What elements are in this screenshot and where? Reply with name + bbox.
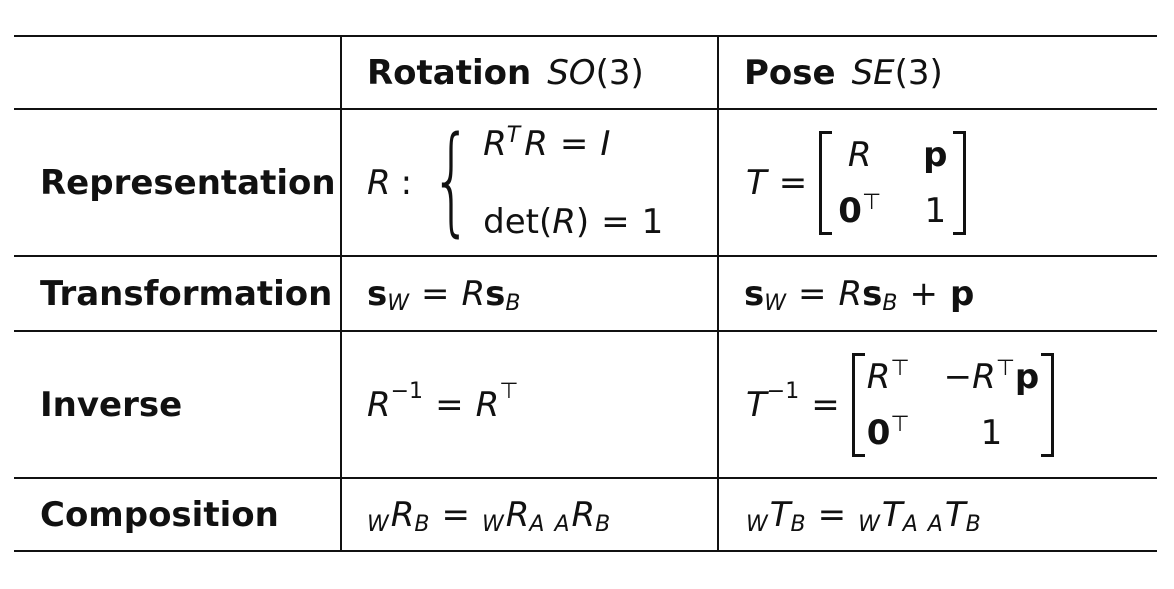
header-rotation-arg: (3) [595,52,644,93]
comp-pose-m3: T [944,494,966,535]
rep-rot-case1-eq: = [559,123,589,164]
comp-rot-eq: = [441,494,470,535]
rep-rot-case1-sup: T [506,122,521,148]
comp-pose-m2: T [881,494,903,535]
rep-rot-cases: RT R = I det(R) = 1 [483,122,663,242]
left-brace-icon: { [430,109,473,248]
comp-rot-m3: R [571,494,596,535]
comp-pose-sub1: B [790,512,806,537]
inverse-pose-formula: T −1 = R⊤ −R⊤p 0⊤ 1 [746,332,1055,477]
tr-pose-s2: s [862,273,883,314]
rep-matrix-one: 1 [924,190,947,231]
rep-rot-case2-a: det( [483,201,553,242]
rep-rot-case-2: det(R) = 1 [483,202,663,242]
rep-rot-case2-b: R [552,201,576,242]
header-pose: Pose SE (3) [744,37,943,108]
table-bottom-rule [14,550,1157,552]
rep-rot-case2-d: 1 [641,201,664,242]
comp-rot-pre3: A [554,512,570,537]
rep-rot-case1-c: I [600,123,611,164]
inv-matrix-zero: 0⊤ [866,411,910,453]
comp-rot-m1: R [390,494,415,535]
tr-pose-plus: + [909,273,938,314]
comp-pose-sub2: A [902,512,918,537]
inv-pose-sup: −1 [766,379,800,404]
rep-matrix-p: p [923,134,948,175]
tr-rot-s: s [367,273,388,314]
comp-pose-pre3: A [927,512,943,537]
header-pose-group: SE [851,52,895,93]
comp-pose-pre1: W [746,512,768,537]
rep-rot-colon: : [400,162,413,203]
tr-pose-p: p [949,273,975,314]
row-label-composition: Composition [40,494,279,535]
comp-rot-sub2: A [529,512,545,537]
comp-rot-sub1: B [414,512,430,537]
rep-rot-case1-a: R [483,123,507,164]
tr-pose-eq: = [798,273,827,314]
tr-rot-s2: s [485,273,506,314]
tr-rot-r: R [461,273,486,314]
rep-rot-case1-b: R [524,123,548,164]
inv-pose-t: T [746,384,767,425]
rep-pose-matrix: R p 0⊤ 1 [819,130,967,235]
rep-pose-eq: = [778,162,808,203]
inv-pose-eq: = [811,384,840,425]
rep-rot-case2-c: ) [575,201,590,242]
column-rule-2 [717,35,719,552]
comp-pose-m1: T [769,494,791,535]
comp-rot-pre2: W [481,512,504,537]
row-label-transformation: Transformation [40,273,333,314]
tr-pose-s-sub: W [764,291,787,316]
comp-pose-eq: = [817,494,847,535]
rep-rot-case2-eq: = [601,201,630,242]
inv-rot-r: R [367,384,391,425]
rep-matrix-r: R [847,134,872,175]
header-rule [14,108,1157,110]
header-rotation: Rotation SO (3) [367,37,644,108]
tr-rot-s2-sub: B [505,291,521,316]
inv-rot-eq: = [435,384,464,425]
row-label-representation: Representation [40,162,336,203]
representation-rotation-formula: R : { RT R = I det(R) = 1 [367,110,663,255]
tr-rot-s-sub: W [387,291,410,316]
rep-matrix-zero: 0⊤ [838,189,882,231]
representation-pose-formula: T = R p 0⊤ 1 [746,110,967,255]
row-rule-3 [14,477,1157,479]
inv-matrix-r-transpose: R⊤ [866,355,910,397]
row-label-inverse: Inverse [40,384,183,425]
inv-pose-matrix: R⊤ −R⊤p 0⊤ 1 [851,352,1055,457]
column-rule-1 [340,35,342,552]
row-rule-2 [14,330,1157,332]
comp-rot-sub3: B [595,512,611,537]
rep-rot-case-1: RT R = I [483,122,663,164]
header-pose-arg: (3) [894,52,943,93]
inv-rot-sup: −1 [390,379,424,404]
inv-matrix-one: 1 [980,412,1003,453]
tr-rot-eq: = [421,273,450,314]
table-top-rule [14,35,1157,37]
rep-pose-lhs: T [746,162,767,203]
rep-rot-lhs: R [367,162,391,203]
comp-rot-m2: R [505,494,530,535]
header-pose-label: Pose [744,52,836,93]
inverse-rotation-formula: R −1 = R ⊤ [367,332,518,477]
inv-matrix-minus-rtp: −R⊤p [943,355,1040,397]
header-rotation-group: SO [547,52,596,93]
comp-pose-sub3: B [965,512,981,537]
inv-rot-r2: R [475,384,500,425]
row-rule-1 [14,255,1157,257]
inv-rot-sup2: ⊤ [499,379,519,404]
comp-pose-pre2: W [858,512,880,537]
tr-pose-s: s [744,273,765,314]
comp-rot-pre1: W [367,512,389,537]
header-rotation-label: Rotation [367,52,532,93]
tr-pose-r: R [838,273,863,314]
tr-pose-s2-sub: B [882,291,898,316]
